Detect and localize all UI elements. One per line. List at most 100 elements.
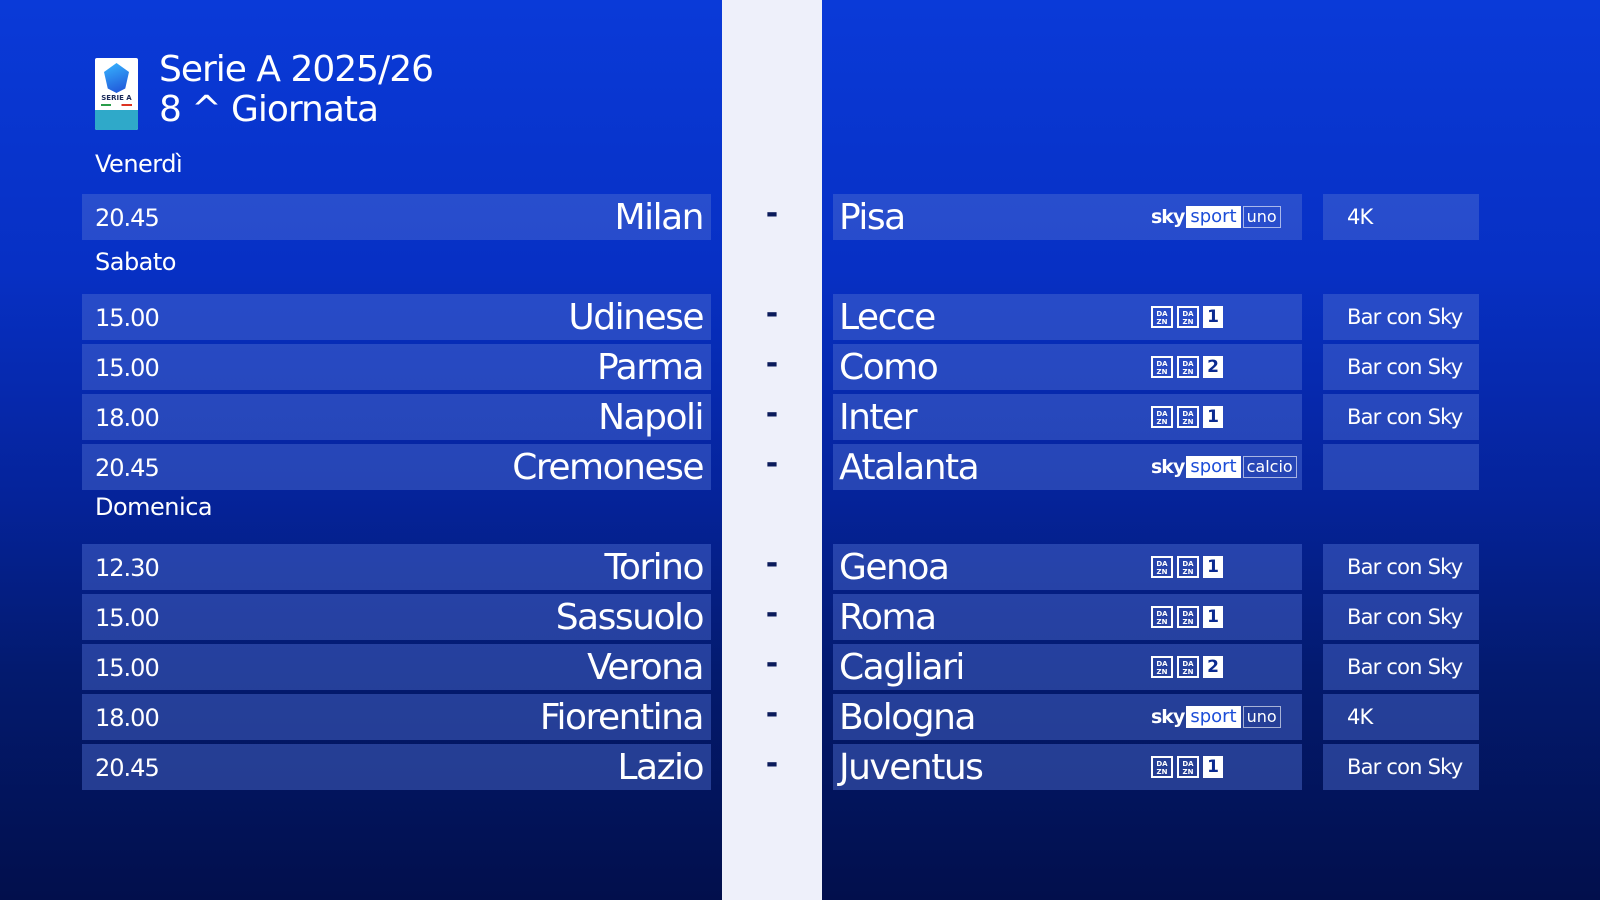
dazn-channel-number: 1 xyxy=(1203,606,1223,628)
kickoff-time: 18.00 xyxy=(95,404,160,432)
title-matchday: 8 ^ Giornata xyxy=(159,89,379,130)
match-separator: - xyxy=(765,196,779,231)
extra-info: Bar con Sky xyxy=(1347,405,1463,429)
extra-info: 4K xyxy=(1347,705,1373,729)
match-separator: - xyxy=(765,746,779,781)
home-team: Lazio xyxy=(617,747,704,788)
sky-logo: sky xyxy=(1151,706,1185,728)
dazn-logo-icon: DA ZN xyxy=(1151,656,1173,678)
sky-sport-logo: sport xyxy=(1186,206,1241,228)
match-separator: - xyxy=(765,346,779,381)
serie-a-logo: SERIE A xyxy=(95,58,138,130)
broadcast-channel: DA ZN DA ZN 1 xyxy=(1151,754,1223,780)
match-row-home: 15.00 Parma xyxy=(82,344,711,390)
extra-info: Bar con Sky xyxy=(1347,305,1463,329)
match-row-home: 15.00 Sassuolo xyxy=(82,594,711,640)
kickoff-time: 15.00 xyxy=(95,604,160,632)
dazn-logo-icon: DA ZN xyxy=(1151,556,1173,578)
dazn-channel-number: 1 xyxy=(1203,306,1223,328)
match-row-away: Bologna sky sport uno xyxy=(833,694,1302,740)
extra-info: Bar con Sky xyxy=(1347,555,1463,579)
dazn-logo-icon: DA ZN xyxy=(1177,756,1199,778)
match-row-home: 15.00 Udinese xyxy=(82,294,711,340)
extra-info: 4K xyxy=(1347,205,1373,229)
match-separator: - xyxy=(765,396,779,431)
kickoff-time: 12.30 xyxy=(95,554,160,582)
away-team: Cagliari xyxy=(839,647,965,688)
sky-logo: sky xyxy=(1151,456,1185,478)
extra-info-box: 4K xyxy=(1323,694,1479,740)
extra-info-box: Bar con Sky xyxy=(1323,544,1479,590)
dazn-channel-number: 2 xyxy=(1203,356,1223,378)
match-row-away: Pisa sky sport uno xyxy=(833,194,1302,240)
channel-name: uno xyxy=(1242,206,1281,228)
match-row-home: 15.00 Verona xyxy=(82,644,711,690)
sky-sport-logo: sport xyxy=(1186,706,1241,728)
sky-logo: sky xyxy=(1151,206,1185,228)
match-separator: - xyxy=(765,296,779,331)
center-strip xyxy=(722,0,822,900)
italian-flag-icon xyxy=(101,104,132,106)
dazn-channel-number: 1 xyxy=(1203,406,1223,428)
extra-info: Bar con Sky xyxy=(1347,755,1463,779)
broadcast-channel: sky sport uno xyxy=(1151,704,1281,730)
extra-info-box xyxy=(1323,444,1479,490)
match-separator: - xyxy=(765,646,779,681)
away-team: Como xyxy=(839,347,939,388)
extra-info-box: Bar con Sky xyxy=(1323,644,1479,690)
away-team: Pisa xyxy=(839,197,906,238)
match-row-home: 18.00 Napoli xyxy=(82,394,711,440)
broadcast-channel: sky sport calcio xyxy=(1151,454,1297,480)
home-team: Cremonese xyxy=(512,447,704,488)
match-row-away: Juventus DA ZN DA ZN 1 xyxy=(833,744,1302,790)
match-row-home: 12.30 Torino xyxy=(82,544,711,590)
title-season: Serie A 2025/26 xyxy=(159,49,434,90)
away-team: Roma xyxy=(839,597,937,638)
match-row-away: Genoa DA ZN DA ZN 1 xyxy=(833,544,1302,590)
extra-info-box: Bar con Sky xyxy=(1323,594,1479,640)
kickoff-time: 20.45 xyxy=(95,204,160,232)
home-team: Sassuolo xyxy=(555,597,705,638)
match-row-home: 20.45 Milan xyxy=(82,194,711,240)
day-label: Domenica xyxy=(95,493,213,521)
dazn-logo-icon: DA ZN xyxy=(1177,356,1199,378)
dazn-logo-icon: DA ZN xyxy=(1151,606,1173,628)
away-team: Bologna xyxy=(839,697,976,738)
home-team: Torino xyxy=(604,547,704,588)
page-title: Serie A 2025/26 8 ^ Giornata xyxy=(159,49,434,130)
broadcast-channel: DA ZN DA ZN 1 xyxy=(1151,304,1223,330)
dazn-logo-icon: DA ZN xyxy=(1177,306,1199,328)
extra-info-box: Bar con Sky xyxy=(1323,294,1479,340)
broadcast-channel: sky sport uno xyxy=(1151,204,1281,230)
sponsor-logo xyxy=(95,110,138,130)
extra-info-box: Bar con Sky xyxy=(1323,394,1479,440)
extra-info: Bar con Sky xyxy=(1347,355,1463,379)
dazn-logo-icon: DA ZN xyxy=(1151,356,1173,378)
dazn-channel-number: 1 xyxy=(1203,756,1223,778)
kickoff-time: 18.00 xyxy=(95,704,160,732)
match-row-home: 20.45 Cremonese xyxy=(82,444,711,490)
broadcast-channel: DA ZN DA ZN 1 xyxy=(1151,404,1223,430)
match-row-home: 20.45 Lazio xyxy=(82,744,711,790)
dazn-logo-icon: DA ZN xyxy=(1177,556,1199,578)
dazn-logo-icon: DA ZN xyxy=(1177,606,1199,628)
away-team: Genoa xyxy=(839,547,950,588)
away-team: Juventus xyxy=(839,747,984,788)
match-row-away: Como DA ZN DA ZN 2 xyxy=(833,344,1302,390)
home-team: Verona xyxy=(587,647,704,688)
home-team: Milan xyxy=(614,197,705,238)
channel-name: uno xyxy=(1242,706,1281,728)
home-team: Fiorentina xyxy=(539,697,705,738)
extra-info-box: Bar con Sky xyxy=(1323,344,1479,390)
extra-info-box: 4K xyxy=(1323,194,1479,240)
match-row-away: Lecce DA ZN DA ZN 1 xyxy=(833,294,1302,340)
match-separator: - xyxy=(765,546,779,581)
extra-info: Bar con Sky xyxy=(1347,605,1463,629)
extra-info-box: Bar con Sky xyxy=(1323,744,1479,790)
match-row-away: Inter DA ZN DA ZN 1 xyxy=(833,394,1302,440)
day-label: Sabato xyxy=(95,248,176,276)
broadcast-channel: DA ZN DA ZN 1 xyxy=(1151,604,1223,630)
dazn-logo-icon: DA ZN xyxy=(1151,406,1173,428)
away-team: Inter xyxy=(839,397,918,438)
kickoff-time: 20.45 xyxy=(95,454,160,482)
